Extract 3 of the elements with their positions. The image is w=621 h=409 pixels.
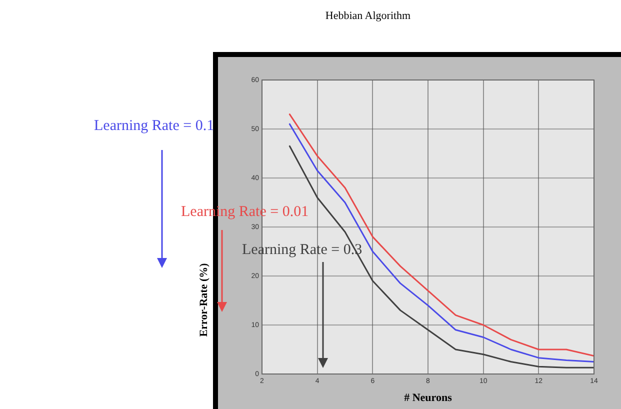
chart-title: Hebbian Algorithm <box>325 10 411 22</box>
y-axis-title: Error-Rate (%) <box>198 263 210 337</box>
x-axis-title: # Neurons <box>404 392 452 404</box>
